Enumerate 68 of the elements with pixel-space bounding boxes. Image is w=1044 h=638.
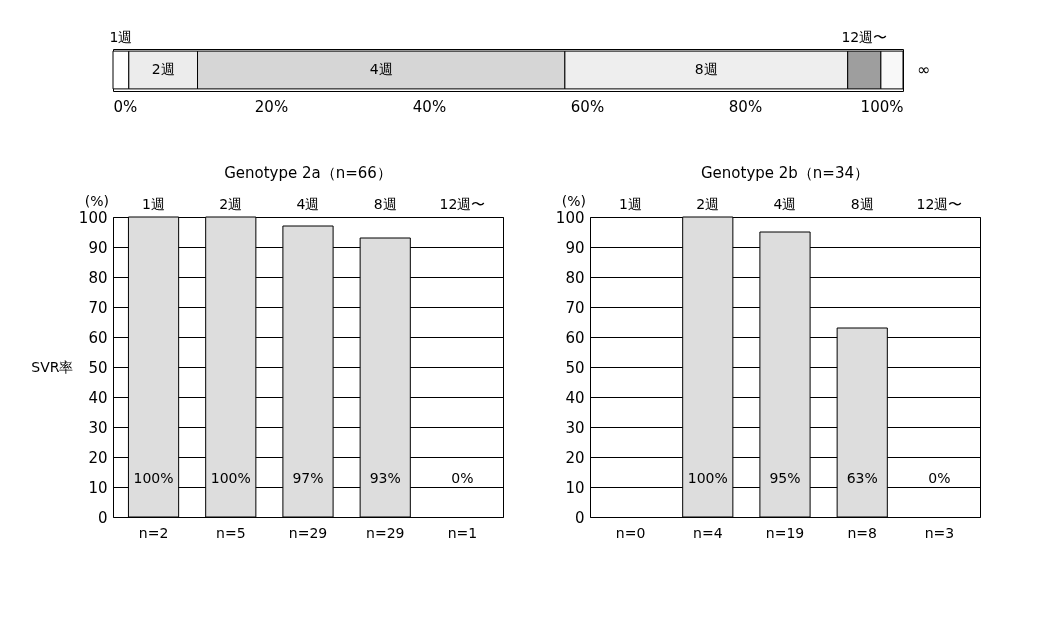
x-tick-label: 2週 <box>696 195 720 212</box>
text: n=8 <box>847 525 877 541</box>
y-tick-label: 70 <box>88 298 108 317</box>
y-tick-label: 40 <box>565 388 585 407</box>
data-label: 95% <box>769 470 801 486</box>
chart-title: Genotype 2a（n=66） <box>224 164 392 182</box>
y-tick-label: 10 <box>88 478 108 497</box>
data-label: 0% <box>928 470 951 486</box>
text: n=19 <box>765 525 805 541</box>
data-label: 97% <box>292 470 324 486</box>
y-tick-label: 30 <box>565 418 585 437</box>
text: n=29 <box>366 525 405 541</box>
y-tick-label: 0 <box>97 508 108 527</box>
y-tick-label: 10 <box>565 478 585 497</box>
y-tick-label: 80 <box>565 268 585 287</box>
chart-title: Genotype 2b（n=34） <box>700 164 870 182</box>
text: (%) <box>561 193 586 209</box>
text: n=2 <box>138 525 169 541</box>
y-tick-label: 20 <box>88 448 108 467</box>
series-label: 4週 <box>369 61 393 77</box>
text: n=5 <box>216 525 246 541</box>
x-tick-label: 8週 <box>373 195 397 212</box>
x-tick-label: 0% <box>113 97 138 116</box>
x-tick-label: 20% <box>254 97 289 116</box>
y-tick-label: 50 <box>565 358 585 377</box>
data-label: 100% <box>210 470 251 486</box>
x-tick-label: 12週〜 <box>916 195 963 212</box>
y-tick-label: 50 <box>88 358 108 377</box>
y-tick-label: 40 <box>88 388 108 407</box>
x-tick-label: 1週 <box>619 195 643 212</box>
series-label: 1週 <box>109 29 133 45</box>
y-tick-label: 100 <box>555 208 585 227</box>
data-label: 100% <box>687 470 728 486</box>
data-label: 0% <box>451 470 474 486</box>
series-label: 12週〜 <box>841 29 888 45</box>
y-tick-label: 90 <box>88 238 108 257</box>
text: n=3 <box>924 525 955 541</box>
y-tick-label: 20 <box>565 448 585 467</box>
series-label: 8週 <box>694 61 718 77</box>
text: n=0 <box>615 525 646 541</box>
y-tick-label: 70 <box>565 298 585 317</box>
y-tick-label: 0 <box>574 508 585 527</box>
x-tick-label: 1週 <box>142 195 166 212</box>
y-tick-label: 90 <box>565 238 585 257</box>
x-tick-label: 8週 <box>850 195 874 212</box>
x-tick-label: 80% <box>728 97 763 116</box>
y-tick-label: 60 <box>88 328 108 347</box>
y-tick-label: 30 <box>88 418 108 437</box>
x-tick-label: 100% <box>860 97 904 116</box>
y-tick-label: 80 <box>88 268 108 287</box>
text: (%) <box>84 193 109 209</box>
y-tick-label: 100 <box>78 208 108 227</box>
x-tick-label: 2週 <box>219 195 243 212</box>
y-tick-label: 60 <box>565 328 585 347</box>
text: n=1 <box>447 525 478 541</box>
y-axis-title: SVR率 <box>31 358 74 375</box>
text: n=29 <box>288 525 328 541</box>
data-label: 93% <box>369 470 401 486</box>
series-label: ∞ <box>917 60 931 79</box>
x-tick-label: 4週 <box>296 195 320 212</box>
text: n=4 <box>693 525 723 541</box>
x-tick-label: 4週 <box>773 195 797 212</box>
data-label: 100% <box>133 470 174 486</box>
series-label: 2週 <box>151 61 175 77</box>
x-tick-label: 40% <box>412 97 447 116</box>
data-label: 63% <box>846 470 878 486</box>
x-tick-label: 60% <box>570 97 605 116</box>
x-tick-label: 12週〜 <box>439 195 486 212</box>
